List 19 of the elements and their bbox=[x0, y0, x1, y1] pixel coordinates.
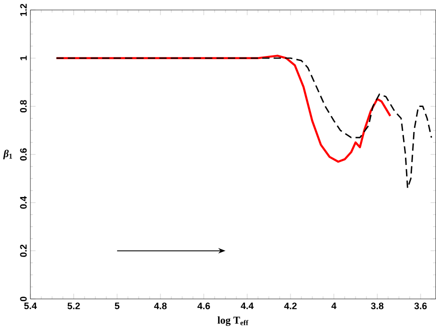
x-tick-label: 4 bbox=[331, 302, 336, 309]
x-tick-label: 4.2 bbox=[284, 302, 297, 309]
y-tick-label: 0 bbox=[20, 296, 27, 301]
x-tick-label: 5.2 bbox=[68, 302, 80, 310]
x-tick-label: 3.8 bbox=[370, 302, 384, 310]
x-axis-title: log T$_{eff}$ bbox=[218, 316, 248, 326]
x-tick-label: 4.4 bbox=[240, 302, 254, 309]
y-tick-label: 0.2 bbox=[20, 244, 27, 257]
x-tick-label: 4.8 bbox=[154, 302, 167, 310]
x-tick-label: 5.4 bbox=[24, 302, 37, 309]
y-tick-label: 0.8 bbox=[20, 100, 27, 112]
y-tick-label: 1.2 bbox=[20, 4, 27, 16]
x-tick-label: 4.6 bbox=[197, 302, 210, 310]
y-tick-label: 0.6 bbox=[20, 148, 27, 160]
y-tick-label: 0.4 bbox=[20, 196, 27, 209]
y-tick-label: 1 bbox=[20, 56, 27, 60]
x-tick-label: 5 bbox=[114, 302, 120, 309]
x-tick-label: 3.6 bbox=[414, 302, 427, 310]
y-axis-title: β$_{1}$ bbox=[3, 150, 12, 160]
